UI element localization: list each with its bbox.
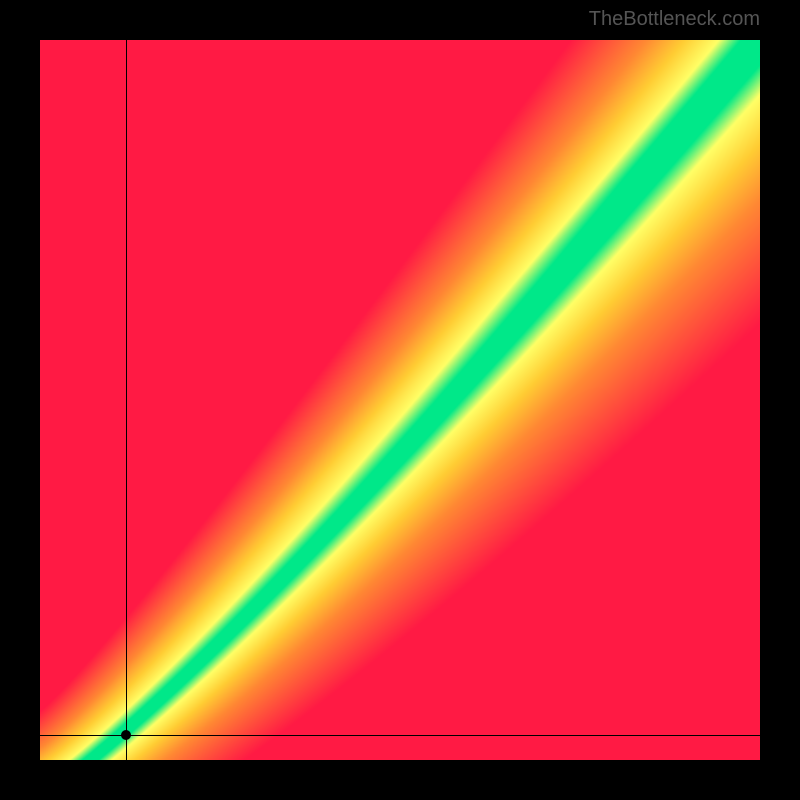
crosshair-horizontal (40, 735, 760, 736)
crosshair-marker (121, 730, 131, 740)
crosshair-vertical (126, 40, 127, 760)
heatmap-canvas (40, 40, 760, 760)
heatmap-chart (40, 40, 760, 760)
watermark-text: TheBottleneck.com (589, 8, 760, 31)
